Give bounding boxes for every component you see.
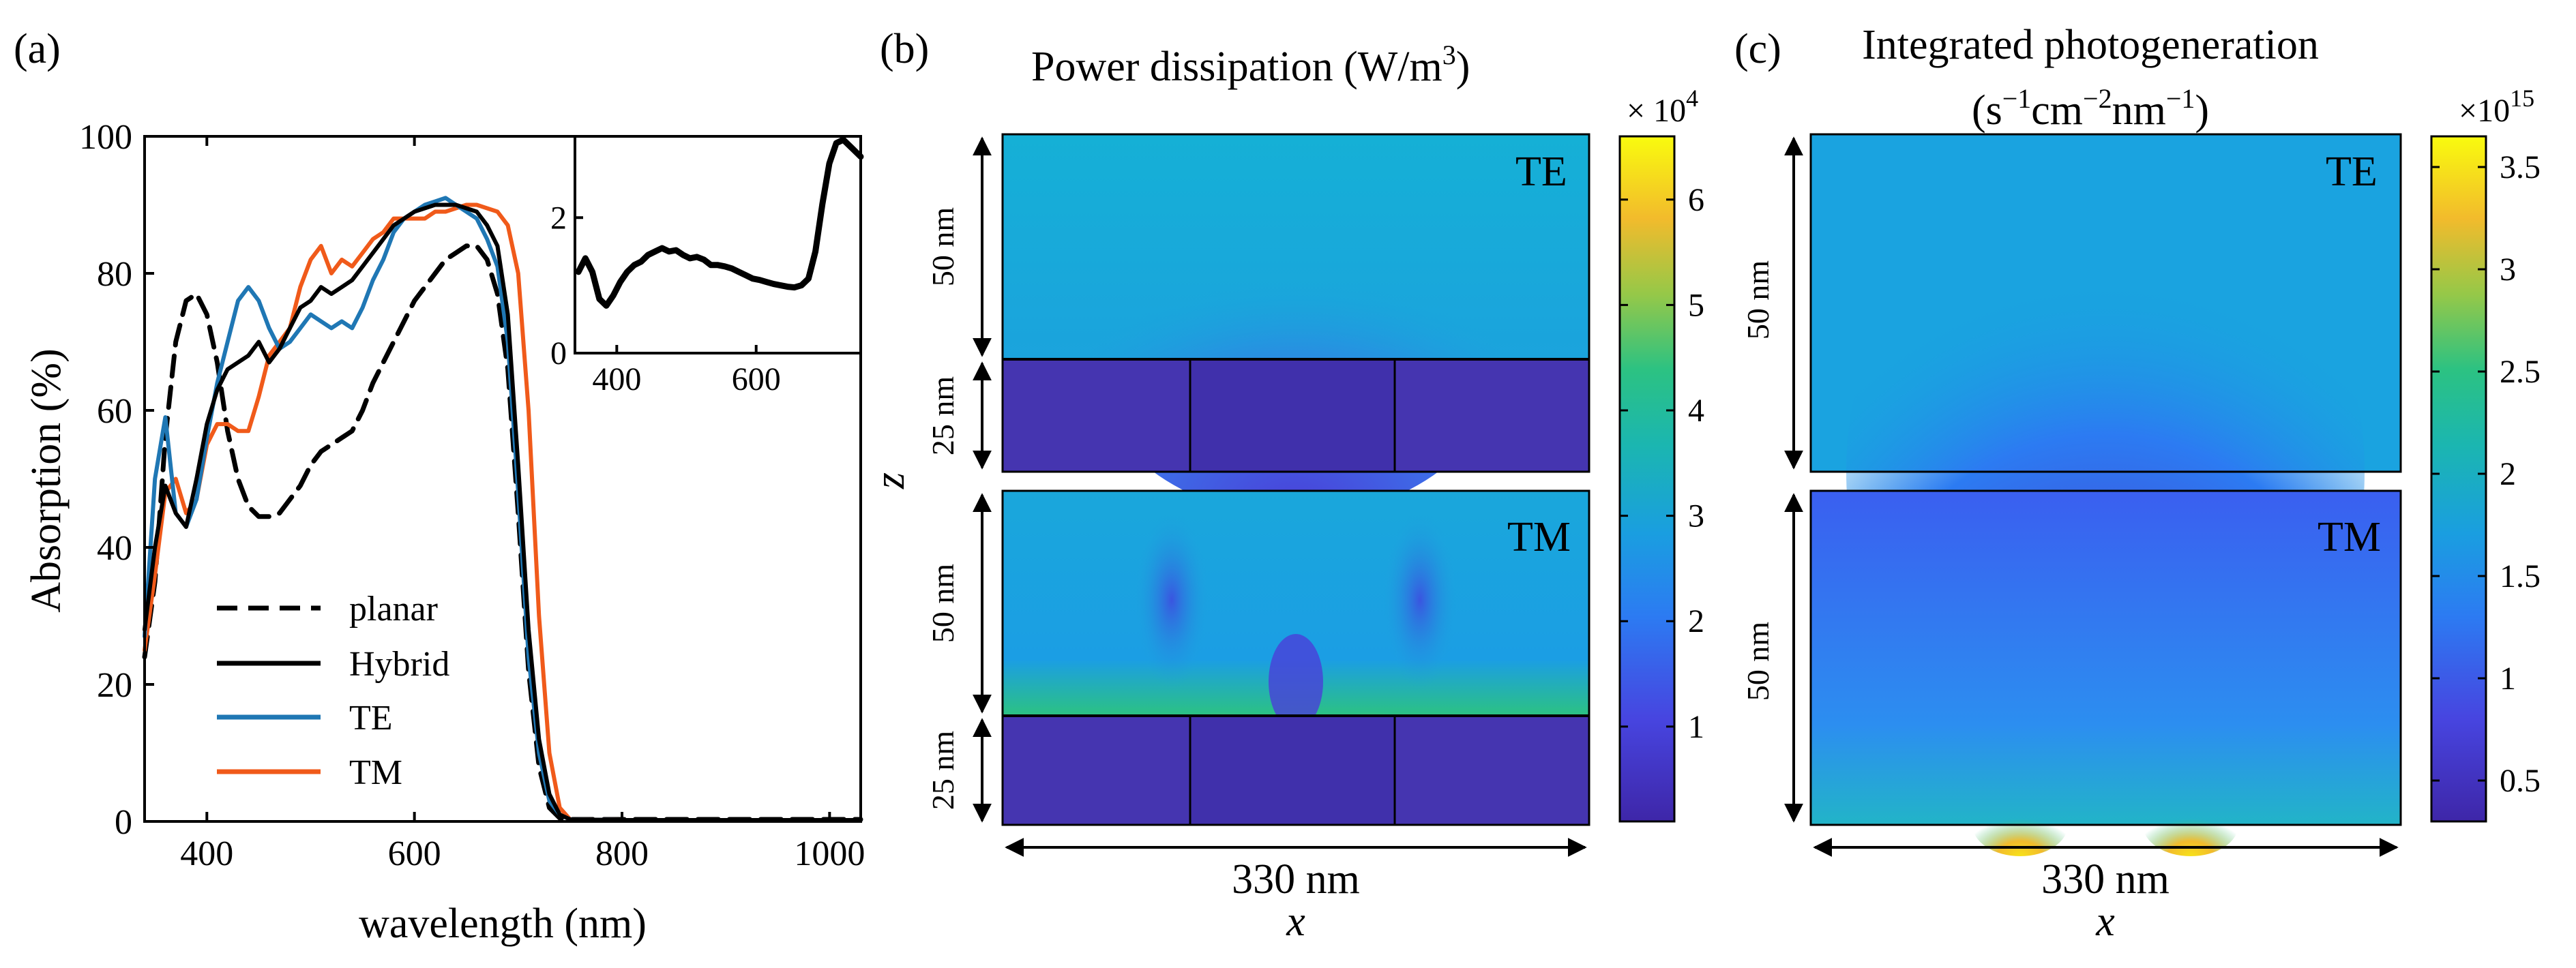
colorbar-b: 1 2 3 4 5 6 × 104 (1618, 85, 1704, 823)
y-tick-label: 60 (97, 392, 132, 431)
c-te-mode-label: TE (2326, 149, 2378, 195)
width-label-b: 330 nm (1232, 856, 1360, 903)
inset-frame (574, 135, 862, 354)
colorbar-c-tick-label: 2 (2500, 456, 2516, 492)
panel-c-title: Integrated photogeneration (1862, 22, 2319, 68)
inset-x-tick-label: 400 (592, 361, 641, 397)
width-label-c: 330 nm (2041, 856, 2170, 903)
c-tm-frame (1809, 489, 2402, 826)
colorbar-b-scale: × 104 (1627, 85, 1698, 129)
inset-y-tick-label: 0 (550, 335, 567, 372)
legend-label-te: TE (349, 699, 393, 738)
colorbar-b-tick-label: 4 (1688, 393, 1704, 429)
colorbar-c-tick-label: 0.5 (2500, 763, 2541, 799)
y-axis-label: Absorption (%) (23, 348, 70, 612)
c-tm-region (1811, 491, 2401, 825)
photogen-tm-map: TM (1809, 489, 2402, 856)
panel-b-title: Power dissipation (W/m3) (1031, 40, 1470, 90)
power-te-map: TE (1001, 133, 1590, 516)
tm-map-frame (1001, 489, 1590, 826)
series-line-hybrid (143, 202, 863, 822)
colorbar-c-tick-label: 3.5 (2500, 149, 2541, 185)
legend-label-hybrid: Hybrid (349, 645, 449, 684)
te-mode-label: TE (1515, 149, 1567, 195)
x-tick-label: 600 (388, 834, 441, 873)
c-tm-thickness: 50 nm (1741, 622, 1775, 701)
colorbar-c-tick-label: 3 (2500, 252, 2516, 288)
plot-frame (143, 135, 862, 823)
colorbar-c-scale: ×1015 (2459, 85, 2534, 129)
colorbar-b-tick-label: 6 (1688, 182, 1704, 218)
c-te-thickness: 50 nm (1741, 260, 1775, 340)
colorbar-c-tick-label: 2.5 (2500, 354, 2541, 390)
tm-grating-bar (1190, 716, 1395, 825)
inset-series-line (575, 136, 864, 309)
tm-film-thickness: 50 nm (926, 564, 960, 644)
z-axis-label: z (867, 472, 913, 489)
te-film-thickness: 50 nm (926, 207, 960, 287)
y-tick-label: 40 (97, 529, 132, 568)
panel-label-a: (a) (14, 26, 61, 72)
inset-y-tick-label: 2 (550, 200, 567, 236)
tm-substrate-thickness: 25 nm (926, 731, 960, 811)
colorbar-b-tick-label: 5 (1688, 287, 1704, 323)
thickness-markers-b (973, 136, 1587, 857)
power-tm-map: TM (1001, 489, 1590, 826)
panel-label-b: (b) (880, 26, 929, 72)
inset-x-tick-label: 600 (732, 361, 781, 397)
colorbar-c-tick-label: 1 (2500, 661, 2516, 697)
te-substrate-thickness: 25 nm (926, 376, 960, 456)
series-line-tm (143, 202, 863, 822)
colorbar-c-tick-label: 1.5 (2500, 558, 2541, 594)
c-te-frame (1809, 133, 2402, 473)
legend-label-tm: TM (349, 753, 402, 792)
x-tick-label: 1000 (794, 834, 865, 873)
colorbar-b-tick-label: 2 (1688, 603, 1704, 639)
te-map-frame (1001, 133, 1590, 473)
tm-center-blob (1269, 634, 1323, 729)
x-tick-label: 800 (595, 834, 649, 873)
legend: planar Hybrid TE TM (217, 590, 449, 792)
panel-label-c: (c) (1734, 26, 1781, 72)
colorbar-b-tick-label: 1 (1688, 709, 1704, 745)
panel-c-units: (s−1cm−2nm−1) (1972, 83, 2209, 134)
x-axis-label: wavelength (nm) (359, 901, 647, 947)
y-tick-label: 100 (79, 118, 132, 157)
legend-label-planar: planar (349, 590, 438, 629)
colorbar-b-gradient (1618, 135, 1676, 823)
y-tick-label: 0 (115, 803, 132, 842)
inset-chart: 400 600 0 2 (550, 135, 864, 397)
thickness-markers-c (1784, 136, 2399, 857)
tm-mode-label: TM (1507, 514, 1571, 560)
te-grating-bar (1190, 359, 1395, 472)
series-line-te (143, 196, 863, 822)
c-tm-mode-label: TM (2318, 514, 2381, 560)
x-axis-label-c: x (2095, 898, 2115, 945)
colorbar-b-tick-label: 3 (1688, 498, 1704, 534)
x-axis-label-b: x (1286, 898, 1305, 945)
tm-blob-left (1134, 511, 1209, 689)
y-tick-label: 80 (97, 255, 132, 294)
colorbar-c-gradient (2430, 135, 2487, 823)
x-tick-label: 400 (180, 834, 233, 873)
tm-blob-right (1382, 511, 1457, 689)
series-line-planar (142, 243, 863, 822)
colorbar-c: 0.5 1 1.5 2 2.5 3 3.5 ×1015 (2430, 85, 2541, 823)
y-tick-label: 20 (97, 666, 132, 705)
